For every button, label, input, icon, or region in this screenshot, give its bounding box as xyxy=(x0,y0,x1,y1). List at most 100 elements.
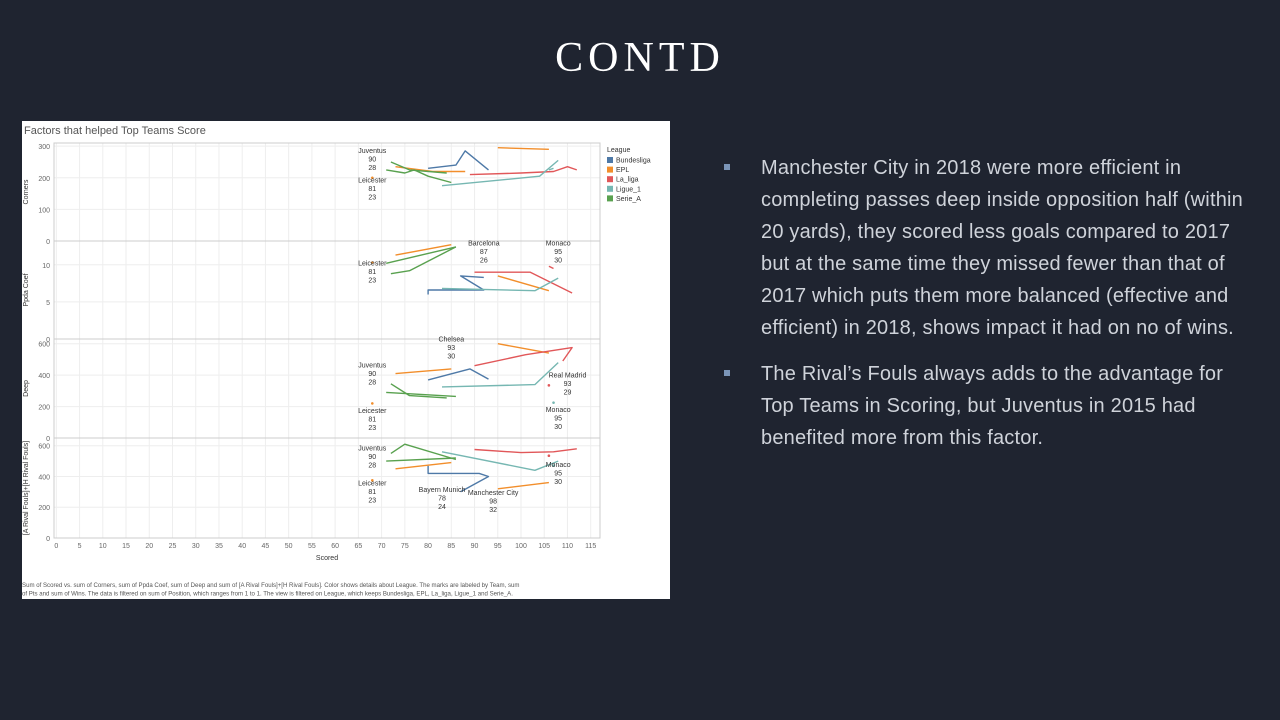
data-label: 98 xyxy=(489,498,497,505)
data-label: Monaco xyxy=(546,462,571,469)
data-label: 28 xyxy=(368,462,376,469)
y-tick-label: 200 xyxy=(38,505,50,512)
x-tick-label: 115 xyxy=(585,543,596,550)
y-axis-title: Ppda Coef xyxy=(23,273,30,306)
x-tick-label: 75 xyxy=(401,543,409,550)
data-label: 28 xyxy=(368,379,376,386)
multi-panel-line-chart: 0100200300CornersJuventus9028Leicester81… xyxy=(22,142,651,598)
y-tick-label: 200 xyxy=(38,405,50,412)
data-point xyxy=(547,384,551,387)
data-label: 30 xyxy=(554,424,562,431)
bullet-text: The Rival’s Fouls always adds to the adv… xyxy=(761,363,1224,449)
x-tick-label: 85 xyxy=(447,543,455,550)
y-tick-label: 400 xyxy=(38,474,50,481)
x-tick-label: 5 xyxy=(78,543,82,550)
bullet-item: The Rival’s Fouls always adds to the adv… xyxy=(724,358,1254,454)
series-line xyxy=(441,159,559,187)
x-tick-label: 0 xyxy=(54,543,58,550)
series-line xyxy=(497,481,549,490)
data-point xyxy=(547,454,551,457)
data-label: 23 xyxy=(368,498,376,505)
data-label: 93 xyxy=(564,381,572,388)
data-point xyxy=(371,261,374,264)
data-label: 81 xyxy=(368,186,376,193)
data-label: 93 xyxy=(447,345,455,352)
legend-swatch xyxy=(607,157,613,163)
x-tick-label: 90 xyxy=(471,543,479,550)
data-point xyxy=(552,401,555,404)
bullet-square-icon xyxy=(724,164,730,170)
data-label: 90 xyxy=(368,157,376,164)
data-point xyxy=(371,176,374,180)
y-tick-label: 0 xyxy=(46,536,50,543)
series-line xyxy=(427,368,489,381)
y-tick-label: 600 xyxy=(38,444,50,451)
data-label: 23 xyxy=(368,195,376,202)
data-label: 95 xyxy=(554,249,562,256)
data-label: Leicester xyxy=(358,261,387,268)
panel-frame xyxy=(53,338,601,439)
bullet-item: Manchester City in 2018 were more effici… xyxy=(724,152,1254,344)
data-point xyxy=(371,479,374,482)
x-tick-label: 25 xyxy=(169,543,177,550)
y-axis-title: [A Rival Fouls]+[H Rival Fouls] xyxy=(23,441,30,535)
y-tick-label: 0 xyxy=(46,239,50,246)
y-tick-label: 200 xyxy=(38,176,50,183)
data-label: 29 xyxy=(564,390,572,397)
panel-frame xyxy=(53,142,601,242)
y-tick-label: 100 xyxy=(38,207,50,214)
bullet-list: Manchester City in 2018 were more effici… xyxy=(724,152,1254,468)
chart-footer-text: of Pts and sum of Wins. The data is filt… xyxy=(22,591,513,598)
data-label: 23 xyxy=(368,278,376,285)
series-line xyxy=(474,271,573,294)
data-label: 95 xyxy=(554,471,562,478)
x-axis-title: Scored xyxy=(316,555,338,562)
x-tick-label: 50 xyxy=(285,543,293,550)
y-tick-label: 10 xyxy=(42,263,50,270)
legend-label: Serie_A xyxy=(616,196,641,203)
data-label: 23 xyxy=(368,425,376,432)
x-tick-label: 110 xyxy=(562,543,573,550)
bullet-text: Manchester City in 2018 were more effici… xyxy=(761,157,1243,339)
series-line xyxy=(469,166,578,176)
legend-swatch xyxy=(607,176,613,183)
legend-label: Bundesliga xyxy=(616,158,651,165)
x-tick-label: 60 xyxy=(331,543,339,550)
x-tick-label: 80 xyxy=(424,543,432,550)
data-label: 32 xyxy=(489,507,497,514)
series-line xyxy=(474,346,573,367)
data-label: Monaco xyxy=(546,240,571,247)
chart-panel: Factors that helped Top Teams Score 0 100… xyxy=(22,121,670,599)
series-line xyxy=(497,343,550,354)
x-tick-label: 35 xyxy=(215,543,223,550)
legend-swatch xyxy=(607,195,613,202)
data-label: Manchester City xyxy=(468,490,519,497)
data-label: 26 xyxy=(480,257,488,264)
series-line xyxy=(428,150,489,171)
series-line xyxy=(386,246,457,264)
chart-footer-text: Sum of Scored vs. sum of Corners, sum of… xyxy=(22,582,520,589)
legend-label: EPL xyxy=(616,167,629,174)
data-label: Leicester xyxy=(358,408,387,415)
data-label: 30 xyxy=(447,353,455,360)
x-tick-label: 15 xyxy=(122,543,130,550)
data-label: Bayern Munich xyxy=(419,487,466,494)
data-label: Monaco xyxy=(546,407,571,414)
series-line xyxy=(390,161,447,174)
data-point xyxy=(552,464,555,467)
data-label: 81 xyxy=(368,489,376,496)
data-label: 90 xyxy=(368,371,376,378)
x-tick-label: 20 xyxy=(145,543,153,550)
y-tick-label: 0 xyxy=(46,337,50,344)
series-line xyxy=(441,451,559,471)
data-label: Barcelona xyxy=(468,240,500,247)
chart-title: Factors that helped Top Teams Score xyxy=(24,125,206,137)
data-label: Juventus xyxy=(358,362,387,369)
x-tick-label: 30 xyxy=(192,543,200,550)
y-axis-title: Corners xyxy=(23,179,30,204)
y-tick-label: 600 xyxy=(38,342,50,349)
data-point xyxy=(371,402,374,405)
series-line xyxy=(497,147,549,150)
legend-label: La_liga xyxy=(616,177,639,184)
y-tick-label: 0 xyxy=(46,436,50,443)
